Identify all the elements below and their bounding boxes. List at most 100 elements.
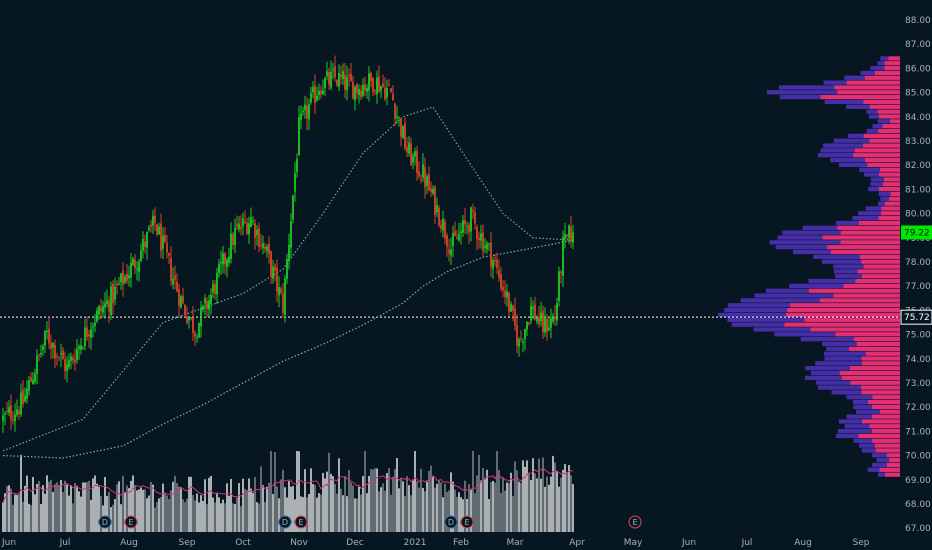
candle-body — [470, 207, 472, 232]
volume-bar — [46, 475, 48, 532]
candle-body — [10, 405, 12, 420]
candle-body — [284, 278, 286, 315]
volume-bar — [108, 492, 110, 532]
volume-bar — [546, 476, 548, 532]
volume-profile-bar-down — [824, 99, 864, 105]
volume-bar — [212, 497, 214, 532]
x-axis-tick-label: Feb — [453, 538, 469, 548]
volume-profile-bar-down — [823, 143, 863, 148]
volume-bar — [80, 496, 82, 532]
volume-bar — [458, 492, 460, 532]
volume-bar — [372, 469, 374, 532]
candle-body — [214, 284, 216, 295]
volume-bar — [454, 489, 456, 532]
volume-bar — [522, 460, 524, 532]
volume-profile-bar-up — [871, 428, 900, 434]
volume-profile-bar-down — [823, 351, 866, 356]
volume-bar — [394, 469, 396, 532]
event-marker-d[interactable] — [98, 515, 112, 529]
volume-profile-bar-up — [830, 249, 900, 255]
candle-body — [266, 246, 268, 251]
volume-profile-bar-up — [853, 337, 900, 342]
volume-bar — [176, 483, 178, 532]
volume-bar — [6, 486, 8, 532]
candle-body — [262, 243, 264, 249]
volume-profile-bar-up — [879, 467, 900, 472]
volume-bar — [100, 495, 102, 532]
candle-body — [452, 233, 454, 247]
volume-profile-bar-down — [830, 157, 865, 163]
volume-profile-bar-up — [872, 414, 900, 419]
volume-bar — [542, 457, 544, 532]
volume-bar — [126, 485, 128, 532]
volume-profile-bar-down — [789, 283, 844, 289]
candle-body — [240, 226, 242, 229]
volume-bar — [28, 503, 30, 532]
candle-body — [132, 258, 134, 266]
volume-bar — [478, 454, 480, 532]
volume-profile-bar-up — [886, 462, 900, 468]
volume-bar — [360, 494, 362, 532]
volume-bar — [460, 497, 462, 532]
volume-profile-bar-down — [731, 322, 785, 327]
volume-profile-bar-up — [878, 172, 900, 177]
volume-profile-bar-down — [844, 424, 870, 429]
event-marker-d[interactable] — [444, 515, 458, 529]
candle-body — [166, 242, 168, 253]
volume-bar — [434, 487, 436, 532]
volume-bar — [236, 497, 238, 532]
volume-profile-bar-down — [860, 70, 875, 76]
candle-body — [126, 273, 128, 281]
volume-profile-bar-down — [872, 462, 887, 468]
volume-profile-bar-up — [856, 341, 900, 347]
volume-profile-bar-down — [870, 182, 883, 187]
candle-body — [138, 261, 140, 273]
event-marker-d[interactable] — [278, 515, 292, 529]
volume-bar — [66, 484, 68, 532]
event-marker-e[interactable] — [124, 515, 138, 529]
candle-body — [390, 87, 392, 92]
event-marker-e[interactable] — [294, 515, 308, 529]
volume-profile-bar-down — [779, 85, 835, 90]
candle-body — [162, 235, 164, 249]
event-marker-e[interactable] — [628, 515, 642, 529]
candle-body — [38, 354, 40, 356]
volume-bar — [322, 472, 324, 532]
candle-body — [122, 270, 124, 286]
volume-bar — [52, 491, 54, 532]
volume-bar — [488, 499, 490, 532]
volume-bar — [260, 466, 262, 532]
volume-bar — [448, 490, 450, 532]
candle-body — [380, 85, 382, 91]
volume-bar — [206, 504, 208, 532]
volume-profile-bar-down — [858, 443, 875, 448]
candle-body — [254, 223, 256, 238]
volume-bar — [186, 498, 188, 532]
x-axis-tick-label: Jun — [1, 538, 16, 548]
volume-bar — [288, 481, 290, 532]
volume-bar — [20, 455, 22, 532]
event-marker-e[interactable] — [460, 515, 474, 529]
candle-body — [272, 266, 274, 279]
candle-body — [118, 283, 120, 285]
event-marker-label: E — [464, 518, 469, 527]
volume-bar — [166, 495, 168, 532]
volume-bar — [104, 477, 106, 532]
candle-body — [546, 319, 548, 332]
candle-body — [458, 234, 460, 241]
candle-body — [82, 347, 84, 349]
volume-bar — [114, 499, 116, 532]
candle-body — [264, 246, 266, 249]
volume-profile-bar-down — [826, 346, 849, 351]
candle-body — [34, 373, 36, 382]
volume-profile-bar-up — [861, 274, 900, 279]
candle-body — [500, 274, 502, 289]
y-axis-tick-label: 83.00 — [905, 137, 931, 147]
candle-body — [320, 90, 322, 95]
candle-body — [570, 226, 572, 242]
volume-profile-bar-up — [872, 438, 900, 443]
volume-bar — [208, 477, 210, 532]
candle-body — [282, 293, 284, 313]
volume-bar — [304, 469, 306, 532]
